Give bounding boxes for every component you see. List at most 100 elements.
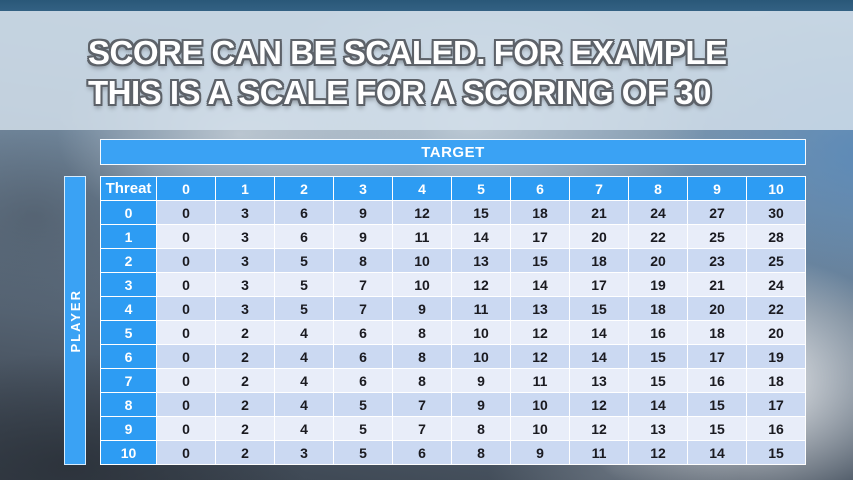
score-cell-r7-c3: 6 — [334, 369, 392, 392]
score-cell-r6-c10: 19 — [747, 345, 805, 368]
score-cell-r10-c6: 9 — [511, 441, 569, 464]
score-cell-r7-c1: 2 — [216, 369, 274, 392]
score-cell-r8-c0: 0 — [157, 393, 215, 416]
score-cell-r1-c10: 28 — [747, 225, 805, 248]
score-cell-r4-c4: 9 — [393, 297, 451, 320]
score-cell-r4-c9: 20 — [688, 297, 746, 320]
score-cell-r1-c1: 3 — [216, 225, 274, 248]
score-cell-r10-c0: 0 — [157, 441, 215, 464]
col-header-3: 3 — [334, 177, 392, 200]
score-cell-r1-c0: 0 — [157, 225, 215, 248]
score-cell-r9-c8: 13 — [629, 417, 687, 440]
score-cell-r3-c6: 14 — [511, 273, 569, 296]
score-cell-r4-c0: 0 — [157, 297, 215, 320]
score-cell-r8-c5: 9 — [452, 393, 510, 416]
score-cell-r6-c4: 8 — [393, 345, 451, 368]
score-cell-r6-c2: 4 — [275, 345, 333, 368]
score-cell-r1-c7: 20 — [570, 225, 628, 248]
score-cell-r8-c2: 4 — [275, 393, 333, 416]
score-cell-r5-c7: 14 — [570, 321, 628, 344]
score-cell-r5-c3: 6 — [334, 321, 392, 344]
score-cell-r2-c7: 18 — [570, 249, 628, 272]
score-cell-r3-c1: 3 — [216, 273, 274, 296]
row-header-2: 2 — [101, 249, 156, 272]
score-cell-r10-c3: 5 — [334, 441, 392, 464]
score-cell-r0-c0: 0 — [157, 201, 215, 224]
score-cell-r7-c5: 9 — [452, 369, 510, 392]
score-cell-r0-c6: 18 — [511, 201, 569, 224]
score-cell-r2-c2: 5 — [275, 249, 333, 272]
score-cell-r2-c5: 13 — [452, 249, 510, 272]
score-cell-r7-c4: 8 — [393, 369, 451, 392]
score-cell-r1-c8: 22 — [629, 225, 687, 248]
player-header-bar: PLAYER — [64, 176, 86, 465]
score-cell-r1-c2: 6 — [275, 225, 333, 248]
score-cell-r7-c7: 13 — [570, 369, 628, 392]
score-cell-r1-c4: 11 — [393, 225, 451, 248]
score-cell-r3-c9: 21 — [688, 273, 746, 296]
score-cell-r5-c4: 8 — [393, 321, 451, 344]
score-cell-r10-c8: 12 — [629, 441, 687, 464]
score-cell-r3-c4: 10 — [393, 273, 451, 296]
score-cell-r4-c3: 7 — [334, 297, 392, 320]
top-sky-strip — [0, 0, 853, 11]
score-cell-r0-c7: 21 — [570, 201, 628, 224]
score-cell-r10-c10: 15 — [747, 441, 805, 464]
score-cell-r3-c5: 12 — [452, 273, 510, 296]
score-cell-r6-c5: 10 — [452, 345, 510, 368]
score-cell-r2-c4: 10 — [393, 249, 451, 272]
score-cell-r10-c1: 2 — [216, 441, 274, 464]
row-header-7: 7 — [101, 369, 156, 392]
score-cell-r4-c8: 18 — [629, 297, 687, 320]
score-cell-r7-c6: 11 — [511, 369, 569, 392]
col-header-5: 5 — [452, 177, 510, 200]
col-header-10: 10 — [747, 177, 805, 200]
row-header-5: 5 — [101, 321, 156, 344]
score-cell-r5-c6: 12 — [511, 321, 569, 344]
score-cell-r6-c7: 14 — [570, 345, 628, 368]
score-cell-r8-c9: 15 — [688, 393, 746, 416]
score-cell-r10-c2: 3 — [275, 441, 333, 464]
score-cell-r8-c7: 12 — [570, 393, 628, 416]
score-cell-r5-c10: 20 — [747, 321, 805, 344]
score-cell-r9-c7: 12 — [570, 417, 628, 440]
score-cell-r2-c3: 8 — [334, 249, 392, 272]
score-cell-r7-c0: 0 — [157, 369, 215, 392]
score-cell-r6-c8: 15 — [629, 345, 687, 368]
score-cell-r5-c1: 2 — [216, 321, 274, 344]
col-header-7: 7 — [570, 177, 628, 200]
score-cell-r1-c9: 25 — [688, 225, 746, 248]
score-cell-r4-c1: 3 — [216, 297, 274, 320]
score-cell-r0-c1: 3 — [216, 201, 274, 224]
score-cell-r4-c2: 5 — [275, 297, 333, 320]
score-cell-r9-c6: 10 — [511, 417, 569, 440]
score-cell-r0-c8: 24 — [629, 201, 687, 224]
col-header-4: 4 — [393, 177, 451, 200]
row-header-1: 1 — [101, 225, 156, 248]
score-cell-r9-c0: 0 — [157, 417, 215, 440]
score-cell-r9-c2: 4 — [275, 417, 333, 440]
score-cell-r5-c8: 16 — [629, 321, 687, 344]
col-header-9: 9 — [688, 177, 746, 200]
row-header-10: 10 — [101, 441, 156, 464]
score-cell-r10-c4: 6 — [393, 441, 451, 464]
row-header-6: 6 — [101, 345, 156, 368]
score-cell-r9-c5: 8 — [452, 417, 510, 440]
score-cell-r0-c4: 12 — [393, 201, 451, 224]
score-cell-r7-c10: 18 — [747, 369, 805, 392]
score-cell-r5-c5: 10 — [452, 321, 510, 344]
score-cell-r9-c3: 5 — [334, 417, 392, 440]
score-cell-r9-c9: 15 — [688, 417, 746, 440]
score-cell-r10-c9: 14 — [688, 441, 746, 464]
col-header-8: 8 — [629, 177, 687, 200]
target-header-bar: TARGET — [100, 139, 806, 165]
score-cell-r2-c8: 20 — [629, 249, 687, 272]
score-cell-r0-c10: 30 — [747, 201, 805, 224]
score-cell-r2-c6: 15 — [511, 249, 569, 272]
score-cell-r4-c7: 15 — [570, 297, 628, 320]
col-header-0: 0 — [157, 177, 215, 200]
score-cell-r8-c3: 5 — [334, 393, 392, 416]
score-cell-r8-c10: 17 — [747, 393, 805, 416]
title-band — [0, 11, 853, 130]
